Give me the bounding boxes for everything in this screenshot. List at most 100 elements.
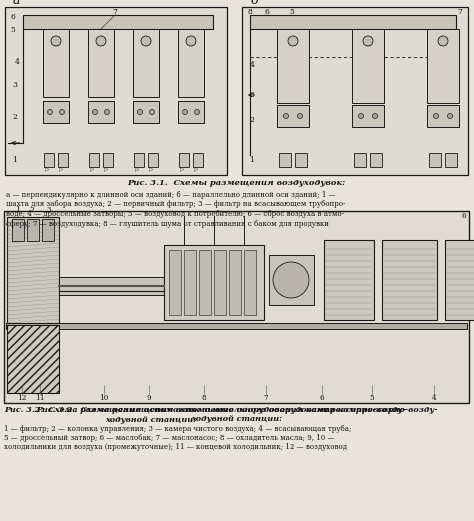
Text: ▷: ▷: [104, 167, 108, 172]
Circle shape: [60, 109, 64, 115]
Text: ▷: ▷: [59, 167, 63, 172]
Bar: [133, 101, 159, 123]
Text: ▷: ▷: [135, 167, 139, 172]
Circle shape: [438, 36, 448, 46]
Bar: [277, 105, 309, 127]
Circle shape: [186, 36, 196, 46]
Bar: [88, 101, 114, 123]
Bar: [88, 29, 114, 97]
Bar: [133, 29, 159, 97]
Text: 6: 6: [10, 13, 16, 21]
Circle shape: [141, 36, 151, 46]
Bar: [4, 211, 469, 403]
Circle shape: [434, 114, 438, 118]
Circle shape: [298, 114, 302, 118]
Text: 9: 9: [146, 394, 151, 402]
Text: а: а: [13, 0, 20, 7]
Text: 5: 5: [10, 26, 16, 34]
Circle shape: [104, 109, 109, 115]
Text: 4: 4: [15, 58, 19, 66]
Circle shape: [137, 109, 143, 115]
Bar: [352, 29, 384, 103]
Bar: [164, 245, 264, 320]
Bar: [42, 219, 54, 241]
Bar: [370, 153, 382, 167]
Text: 1: 1: [13, 156, 18, 164]
Bar: [229, 250, 241, 315]
Bar: [214, 250, 226, 315]
Circle shape: [182, 109, 188, 115]
Text: ходувной станции:: ходувной станции:: [191, 415, 283, 423]
Bar: [103, 153, 113, 167]
Bar: [23, 15, 213, 29]
Bar: [169, 250, 181, 315]
Bar: [269, 255, 314, 305]
Bar: [199, 250, 211, 315]
Text: 2: 2: [30, 206, 34, 214]
Bar: [7, 217, 59, 323]
Bar: [89, 153, 99, 167]
Bar: [445, 240, 474, 320]
Circle shape: [273, 262, 309, 298]
Circle shape: [373, 114, 377, 118]
Text: 1 — фильтр; 2 — колонка управления; 3 — камера чистого воздуха; 4 — всасывающая : 1 — фильтр; 2 — колонка управления; 3 — …: [4, 425, 351, 433]
Text: 10: 10: [100, 394, 109, 402]
Bar: [179, 153, 189, 167]
Circle shape: [447, 114, 453, 118]
Text: б: б: [250, 0, 258, 7]
Text: 3: 3: [12, 81, 18, 89]
Text: 2: 2: [13, 113, 18, 121]
Circle shape: [96, 36, 106, 46]
Bar: [184, 250, 196, 315]
Text: 6: 6: [462, 212, 466, 220]
Text: ▷: ▷: [149, 167, 153, 172]
Text: 4: 4: [432, 394, 436, 402]
Text: 12: 12: [18, 394, 27, 402]
Bar: [429, 153, 441, 167]
Bar: [7, 325, 59, 393]
Bar: [5, 7, 227, 175]
Text: ▷: ▷: [194, 167, 198, 172]
Text: 11: 11: [35, 394, 45, 402]
Text: 6: 6: [264, 8, 269, 16]
Bar: [134, 153, 144, 167]
Circle shape: [358, 114, 364, 118]
Bar: [178, 101, 204, 123]
Text: 4: 4: [250, 61, 255, 69]
Bar: [12, 219, 24, 241]
Circle shape: [288, 36, 298, 46]
Text: 1: 1: [15, 206, 19, 214]
Bar: [445, 153, 457, 167]
Bar: [277, 29, 309, 103]
Bar: [43, 29, 69, 97]
Text: ходувной станции:: ходувной станции:: [105, 416, 196, 424]
Text: воде; 4 — дроссельные затворы; 5 — воздуховод к потребителю; 6 — сброс воздуха в: воде; 4 — дроссельные затворы; 5 — возду…: [6, 210, 344, 218]
Bar: [44, 153, 54, 167]
Text: 7: 7: [112, 8, 118, 16]
Text: Рис. 3.2.  Схема размещения вспомогательного оборудования компрессорно-возду-: Рис. 3.2. Схема размещения вспомогательн…: [4, 406, 406, 414]
Circle shape: [51, 36, 61, 46]
Text: холодильники для воздуха (промежуточные); 11 — концевой холодильник; 12 — воздух: холодильники для воздуха (промежуточные)…: [4, 443, 347, 451]
Text: 1: 1: [250, 156, 255, 164]
Bar: [427, 29, 459, 103]
Text: 3: 3: [47, 206, 51, 214]
Bar: [6, 323, 467, 329]
Circle shape: [92, 109, 98, 115]
Text: ▷: ▷: [90, 167, 94, 172]
Bar: [382, 240, 437, 320]
Text: ▷: ▷: [180, 167, 184, 172]
Bar: [178, 29, 204, 97]
Text: ▷: ▷: [45, 167, 49, 172]
Bar: [427, 105, 459, 127]
Bar: [59, 277, 179, 295]
Text: 8: 8: [247, 8, 253, 16]
Text: 3: 3: [249, 91, 255, 99]
Bar: [279, 153, 291, 167]
Circle shape: [283, 114, 289, 118]
Bar: [58, 153, 68, 167]
Text: 8: 8: [202, 394, 206, 402]
Circle shape: [194, 109, 200, 115]
Circle shape: [47, 109, 53, 115]
Text: 7: 7: [264, 394, 268, 402]
Text: сферу; 7 — воздуходувка; 8 — глушитель шума от стравливания с баком для продувки: сферу; 7 — воздуходувка; 8 — глушитель ш…: [6, 219, 329, 228]
